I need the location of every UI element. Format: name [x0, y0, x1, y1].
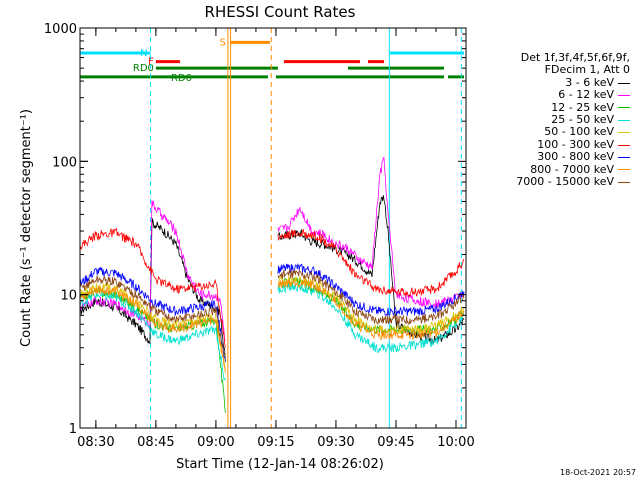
legend-entry: 300 - 800 keV: [480, 150, 630, 164]
legend-entry-label: 3 - 6 keV: [565, 75, 614, 89]
legend-entry-label: 50 - 100 keV: [544, 125, 614, 139]
x-tick-label: 09:00: [197, 435, 234, 450]
legend-entry: 800 - 7000 keV: [480, 162, 630, 176]
legend-swatch: [618, 82, 630, 84]
legend-entry-label: 300 - 800 keV: [537, 150, 614, 164]
legend-entry: 3 - 6 keV: [480, 75, 630, 89]
x-tick-label: 10:00: [437, 435, 474, 450]
series-line: [79, 275, 465, 372]
flag-label: RD0: [133, 63, 154, 74]
legend-swatch: [618, 144, 630, 146]
legend-entry-label: 25 - 50 keV: [551, 113, 614, 127]
flag-label: S: [220, 37, 226, 48]
x-axis-label: Start Time (12-Jan-14 08:26:02): [176, 457, 384, 472]
y-axis-label: Count Rate (s⁻¹ detector segment⁻¹): [19, 109, 34, 347]
series-lines: [79, 156, 465, 413]
legend-entry-label: 6 - 12 keV: [558, 88, 614, 102]
series-line: [79, 156, 465, 341]
legend-entry: 50 - 100 keV: [480, 126, 630, 138]
flag-label: N: [140, 48, 147, 59]
x-tick-label: 08:30: [77, 435, 114, 450]
series-line: [79, 227, 465, 348]
flag-bars: NF S RD0 RD6: [80, 37, 464, 84]
legend-entry-label: 7000 - 15000 keV: [516, 175, 614, 189]
legend-swatch: [618, 169, 630, 171]
y-tick-label: 10: [60, 289, 77, 304]
y-tick-label: 100: [52, 155, 77, 170]
plot-frame: [79, 27, 467, 429]
y-tick-label: 1: [69, 422, 77, 437]
legend-swatch: [618, 119, 630, 121]
flag-label: F: [148, 57, 154, 68]
series-line: [79, 269, 465, 358]
legend-header-line-1: Det 1f,3f,4f,5f,6f,9f,: [520, 51, 630, 64]
series-line: [79, 195, 465, 363]
y-axis: 1 10 100 1000: [44, 22, 466, 437]
legend-swatch: [618, 107, 630, 109]
legend-swatch: [618, 156, 630, 158]
legend: Det 1f,3f,4f,5f,6f,9f, FDecim 1, Att 0 3…: [480, 51, 630, 189]
legend-entry: 6 - 12 keV: [480, 88, 630, 102]
x-tick-label: 08:45: [137, 435, 174, 450]
vertical-markers: [79, 28, 462, 428]
x-tick-label: 09:45: [377, 435, 414, 450]
legend-entry-label: 100 - 300 keV: [537, 137, 614, 151]
legend-entry: 25 - 50 keV: [480, 113, 630, 127]
flag-label: RD6: [171, 73, 192, 84]
series-line: [79, 278, 465, 374]
y-tick-label: 1000: [44, 22, 77, 37]
legend-entry-label: 12 - 25 keV: [551, 100, 614, 114]
legend-entry: 12 - 25 keV: [480, 100, 630, 114]
legend-entry: 7000 - 15000 keV: [480, 175, 630, 189]
legend-entry: 100 - 300 keV: [480, 137, 630, 151]
footer-timestamp: 18-Oct-2021 20:57: [560, 468, 636, 477]
legend-header-line-2: FDecim 1, Att 0: [544, 63, 630, 77]
legend-swatch: [618, 181, 630, 183]
chart-title: RHESSI Count Rates: [205, 3, 356, 21]
legend-swatch: [618, 94, 630, 96]
x-tick-label: 09:15: [257, 435, 294, 450]
x-tick-label: 09:30: [317, 435, 354, 450]
x-axis: 08:30 08:45 09:00 09:15 09:30 09:45 10:00: [77, 28, 475, 450]
legend-swatch: [618, 132, 630, 134]
legend-entry-label: 800 - 7000 keV: [530, 162, 614, 176]
